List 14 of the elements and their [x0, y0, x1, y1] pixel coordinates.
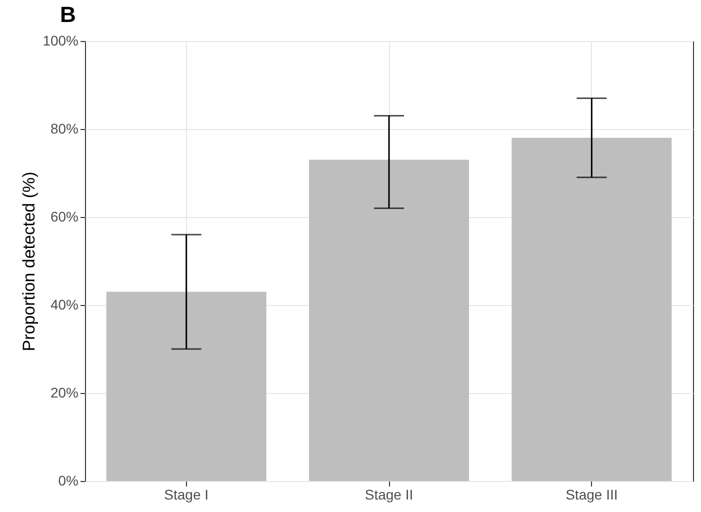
x-tick-label: Stage II: [364, 486, 414, 502]
x-tick-label: Stage I: [164, 486, 209, 502]
y-tick-label: 20%: [50, 384, 78, 400]
text: B: [60, 2, 76, 28]
y-axis-title: Proportion detected (%): [20, 172, 39, 352]
x-tick-label: Stage III: [566, 486, 618, 502]
y-tick-label: 100%: [42, 32, 78, 48]
y-tick-label: 60%: [50, 208, 78, 224]
bar: [309, 160, 469, 481]
bar: [512, 138, 672, 481]
y-tick-label: 0%: [58, 472, 78, 488]
y-tick-label: 80%: [50, 120, 78, 136]
bar: [106, 292, 266, 481]
y-tick-label: 40%: [50, 296, 78, 312]
